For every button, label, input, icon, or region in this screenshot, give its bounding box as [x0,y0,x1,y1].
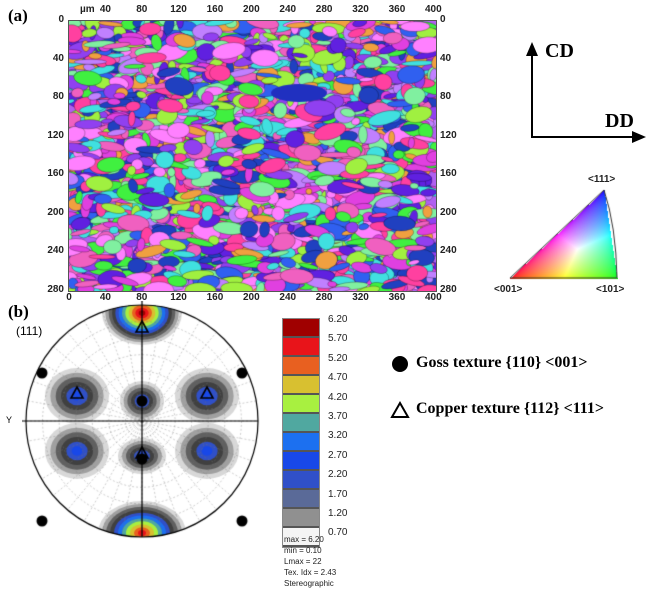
y-tick-label: 40 [52,52,64,64]
y-tick-label: 40 [440,52,452,64]
unit-label: µm [80,4,95,15]
ipf-001: <001> [494,284,523,295]
x-tick-label: 160 [206,292,224,303]
stats: max = 6.20 min = 0.10 Lmax = 22 Tex. Idx… [284,534,336,589]
x-tick-label: 280 [315,4,333,15]
x-tick-label: 80 [136,292,148,303]
stat-lmax: Lmax = 22 [284,557,322,566]
y-tick-label: 240 [440,245,457,256]
x-tick-label: 0 [66,292,72,303]
colorbar-level: 3.70 [328,411,348,422]
x-tick-label: 80 [136,4,148,15]
ipf-111: <111> [588,174,616,185]
y-tick-label: 240 [47,245,64,256]
cd-dd-axes [526,42,646,143]
y-tick-label: 120 [440,129,457,141]
y-tick-label: 280 [47,283,64,295]
colorbar-segment [283,395,319,414]
y-tick-label: 200 [47,206,64,218]
panel-a-label: (a) [8,6,28,25]
colorbar-segment [283,414,319,433]
y-tick-label: 200 [440,206,457,218]
colorbar-level: 1.20 [328,508,348,519]
stat-min: min = 0.10 [284,546,322,555]
colorbar-level: 6.20 [328,314,348,325]
y-tick-label: 80 [440,91,452,102]
colorbar-level: 4.20 [328,391,348,403]
x-tick-label: 200 [243,292,260,303]
colorbar [282,318,320,548]
x-tick-label: 40 [99,292,111,303]
x-tick-label: 320 [352,292,369,303]
colorbar-segment [283,338,319,357]
y-tick-label: 280 [440,283,457,295]
x-tick-label: 200 [243,4,260,15]
x-tick-label: 40 [99,4,111,15]
y-tick-label: 0 [58,14,64,25]
colorbar-level: 1.70 [328,488,348,500]
legend-copper: Copper texture {112} <111> [416,400,605,417]
colorbar-segment [283,319,319,338]
cd-label: CD [545,40,574,62]
colorbar-segment [283,357,319,376]
x-tick-label: 280 [315,292,333,303]
colorbar-segment [283,433,319,452]
y-tick-label: 80 [52,91,64,102]
y-tick-label: 120 [47,129,64,141]
colorbar-level: 3.20 [328,430,348,442]
x-tick-label: 320 [352,4,369,15]
legend-goss: Goss texture {110} <001> [416,354,588,371]
colorbar-level: 4.70 [328,372,348,384]
dd-label: DD [605,110,634,132]
stat-texture-index: Tex. Idx = 2.43 [284,568,337,577]
x-tick-label: 120 [170,4,187,15]
colorbar-segment [283,452,319,471]
y-tick-label: 160 [440,168,457,179]
x-tick-label: 240 [279,292,297,303]
colorbar-segment [283,490,319,509]
x-tick-label: 360 [388,4,406,15]
colorbar-segment [283,376,319,395]
colorbar-segment [283,471,319,490]
y-tick-label: 160 [47,168,64,179]
ipf-101: <101> [596,284,625,295]
colorbar-level: 5.20 [328,352,348,364]
ipf-color-triangle [508,186,618,281]
x-tick-label: 160 [206,4,224,15]
colorbar-segment [283,509,319,528]
stat-projection: Stereographic [284,579,334,588]
copper-marker-icon [390,401,410,418]
colorbar-level: 2.20 [328,469,348,481]
x-tick-label: 400 [425,4,442,15]
colorbar-segment [283,528,319,547]
stat-max: max = 6.20 [284,535,324,544]
ebsd-orientation-map [68,20,437,292]
axis-y-label: Y [6,415,13,425]
colorbar-level: 0.70 [328,527,348,539]
x-tick-label: 360 [388,292,406,303]
colorbar-level: 5.70 [328,333,348,345]
pole-figure-111 [22,301,262,541]
x-tick-label: 400 [425,292,442,303]
x-tick-label: 240 [279,4,297,15]
y-tick-label: 0 [440,14,446,25]
x-tick-label: 120 [170,292,187,303]
goss-marker-icon [392,356,408,372]
colorbar-level: 2.70 [328,449,348,461]
